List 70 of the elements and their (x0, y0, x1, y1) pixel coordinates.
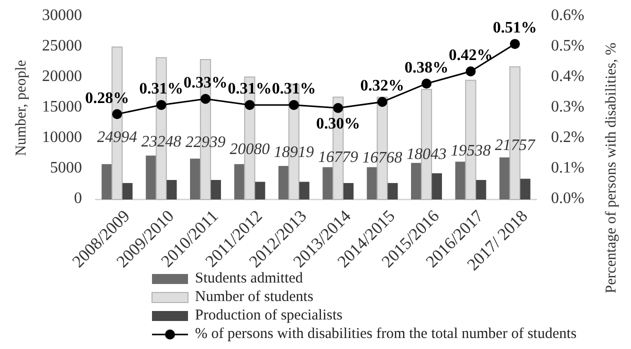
bar (499, 157, 510, 200)
bar (146, 156, 156, 200)
point (288, 100, 299, 110)
y2-tick-label: 0.1% (551, 160, 584, 177)
point (510, 38, 520, 49)
y2-tick-label: 0.6% (551, 7, 584, 24)
y-tick-label: 30000 (42, 7, 82, 24)
bar (455, 162, 466, 200)
bar (388, 183, 398, 200)
data-label: 18919 (274, 144, 314, 162)
point (156, 100, 166, 110)
data-label: 16768 (362, 149, 402, 166)
point (466, 66, 476, 76)
bar (432, 173, 442, 200)
data-label: 16779 (318, 149, 358, 166)
y2-tick-label: 0.0% (551, 190, 584, 208)
y-axis-title: Number, people (13, 60, 30, 156)
data-label: 20080 (230, 141, 270, 158)
data-label: 0.33% (184, 74, 228, 92)
legend-label: Students admitted (195, 270, 304, 286)
point (200, 94, 210, 104)
y-tick-label: 5000 (50, 160, 82, 177)
bar (255, 182, 266, 200)
bar (520, 178, 530, 200)
bar (278, 166, 289, 200)
data-label: 0.31% (139, 80, 184, 98)
data-label: 0.31% (228, 80, 272, 98)
data-label: 18043 (406, 146, 446, 164)
y-tick-label: 15000 (42, 98, 82, 116)
bar (322, 167, 333, 200)
data-label: 0.38% (404, 59, 448, 76)
bar (166, 180, 177, 200)
bar (210, 180, 221, 200)
y-tick-label: 20000 (42, 68, 82, 86)
bar (366, 167, 377, 200)
data-label: 0.28% (85, 90, 130, 107)
point (333, 103, 344, 113)
point (422, 78, 432, 89)
point (244, 100, 255, 110)
bar (190, 158, 200, 200)
bar (343, 183, 354, 200)
y2-tick-label: 0.4% (551, 68, 584, 86)
data-label: 0.32% (360, 78, 404, 95)
data-label: 0.31% (272, 80, 316, 98)
y-tick-label: 10000 (42, 129, 82, 146)
y-tick-label: 25000 (42, 38, 82, 55)
data-label: 0.42% (448, 47, 493, 64)
data-label: 21757 (494, 137, 536, 154)
legend-label: % of persons with disabilities from the total number of students (195, 326, 577, 342)
y-tick-label: 0 (74, 190, 82, 208)
data-label: 19538 (450, 142, 491, 160)
bar (234, 164, 244, 200)
legend-label: Production of specialists (195, 307, 343, 324)
bar (411, 162, 422, 200)
data-label: 23248 (141, 133, 182, 150)
point (377, 96, 388, 107)
legend-label: Number of students (195, 288, 314, 305)
data-label: 22939 (186, 134, 226, 152)
y2-tick-label: 0.3% (551, 98, 584, 116)
y2-tick-label: 0.5% (551, 38, 584, 55)
data-label: 0.51% (492, 20, 537, 37)
data-label: 24994 (97, 129, 138, 146)
bar (102, 164, 112, 200)
bar (299, 182, 310, 200)
y2-tick-label: 0.2% (551, 129, 584, 146)
bar (476, 180, 486, 200)
data-label: 0.30% (316, 116, 360, 133)
bar (122, 183, 133, 200)
point (112, 109, 122, 120)
y2-axis-title: Percentage of persons with disabilities, % (603, 42, 620, 294)
